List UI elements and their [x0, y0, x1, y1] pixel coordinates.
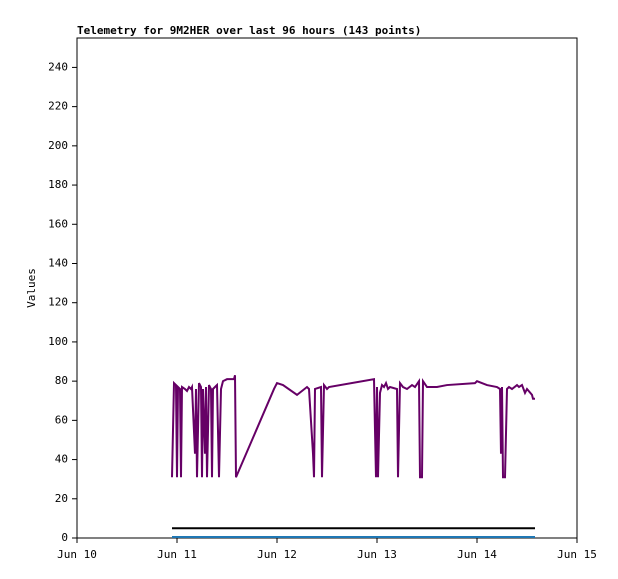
- x-tick-label: Jun 14: [457, 548, 497, 561]
- y-tick-label: 160: [48, 217, 68, 230]
- y-tick-label: 80: [55, 374, 68, 387]
- series-line: [171, 375, 535, 479]
- y-tick-label: 200: [48, 139, 68, 152]
- y-tick-label: 240: [48, 60, 68, 73]
- y-tick-label: 40: [55, 453, 68, 466]
- x-tick-label: Jun 12: [257, 548, 297, 561]
- y-tick-label: 20: [55, 492, 68, 505]
- y-tick-label: 120: [48, 296, 68, 309]
- chart-title: Telemetry for 9M2HER over last 96 hours …: [77, 24, 421, 37]
- y-axis-label: Values: [25, 268, 38, 308]
- x-tick-label: Jun 11: [157, 548, 197, 561]
- x-tick-label: Jun 15: [557, 548, 597, 561]
- x-tick-label: Jun 13: [357, 548, 397, 561]
- y-tick-label: 60: [55, 413, 68, 426]
- y-tick-label: 0: [61, 531, 68, 544]
- y-tick-label: 140: [48, 256, 68, 269]
- y-tick-label: 220: [48, 100, 68, 113]
- y-tick-label: 100: [48, 335, 68, 348]
- y-tick-label: 180: [48, 178, 68, 191]
- x-tick-label: Jun 10: [57, 548, 97, 561]
